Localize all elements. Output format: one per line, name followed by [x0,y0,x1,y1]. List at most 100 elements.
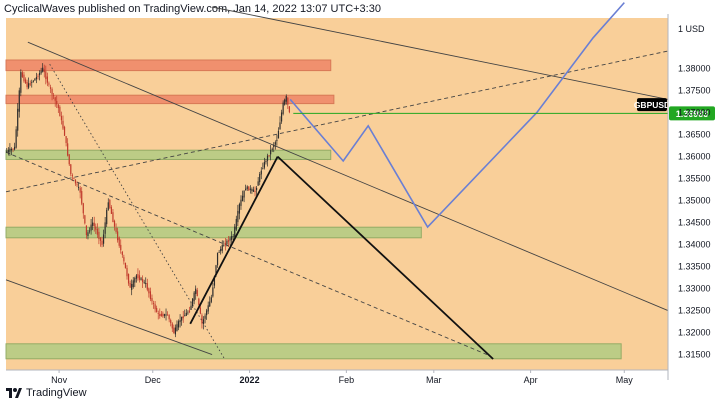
time-tick-label-0: Nov [51,375,68,385]
price-axis-unit-label: 1 USD [678,24,705,34]
candle-body-76 [124,262,127,269]
candle-body-142 [227,240,230,242]
candle-body-163 [260,170,262,175]
top-descending-line [212,6,669,100]
candle-body-101 [163,314,166,316]
candle-body-161 [257,181,259,186]
candle-body-17 [32,80,34,82]
footer[interactable]: TradingView [6,385,87,401]
candle-body-7 [17,108,19,131]
candle-body-22 [40,70,42,74]
candle-body-64 [106,210,108,225]
candle-body-12 [24,79,27,84]
price-tick-label-6: 1.35000 [678,196,711,206]
candle-body-138 [221,245,223,251]
current-price-label-bg [669,106,715,121]
candle-body-179 [285,96,287,102]
candle-body-177 [282,102,284,114]
candle-body-66 [109,199,111,208]
candle-body-74 [121,251,123,255]
candle-body-48 [81,191,83,204]
candle-body-109 [176,324,178,332]
dotted-drop-line [49,63,225,360]
candle-body-34 [59,106,61,117]
candle-body-120 [193,292,195,302]
candle-body-151 [241,195,244,201]
candle-body-173 [276,139,278,142]
candle-body-153 [245,188,247,191]
footer-brand: TradingView [26,387,87,399]
price-tick-label-4: 1.36000 [678,152,711,162]
price-tick-label-7: 1.34500 [678,218,711,228]
candle-body-71 [117,231,119,241]
candle-body-99 [160,313,162,317]
candle-body-100 [162,313,164,317]
symbol-label: GBPUSD [634,100,670,110]
candle-body-83 [135,275,137,279]
price-tick-label-1: 1.37500 [678,86,711,96]
candle-body-148 [237,210,239,223]
candle-body-47 [79,188,81,193]
candle-body-54 [90,224,92,231]
candle-body-156 [249,188,251,190]
candle-body-43 [73,178,75,180]
candle-body-112 [181,316,183,321]
candle-body-25 [45,71,47,80]
candle-body-26 [46,76,48,83]
candle-body-95 [154,304,156,310]
candle-body-39 [67,143,69,156]
candle-body-130 [209,301,211,307]
candle-body-59 [98,231,100,239]
tradingview-logo-icon [6,388,22,398]
candle-body-150 [240,199,242,206]
axes-layer: 1 USD 1.38000 1.37500 1.37000 1.36500 1.36000… [6,14,711,385]
candle-body-41 [70,164,72,175]
candle-body-154 [246,186,248,190]
candle-body-121 [195,288,197,294]
time-tick-label-2: 2022 [240,375,260,385]
candle-body-115 [185,312,187,316]
candle-body-171 [273,145,275,148]
candle-body-67 [110,207,112,214]
candle-body-172 [274,142,276,145]
candle-body-80 [131,283,133,290]
candle-body-98 [159,314,161,316]
candle-body-96 [156,308,158,313]
channel-upper-line [27,41,669,312]
candle-body-51 [85,225,88,236]
candle-body-69 [113,220,116,227]
candle-body-10 [21,72,23,77]
candle-body-111 [179,320,181,323]
candle-body-169 [270,150,272,155]
time-tick-label-5: Apr [524,375,538,385]
candle-body-50 [84,215,86,224]
candle-body-6 [15,129,17,148]
candle-body-87 [142,279,144,283]
resistance-zone-lower [5,94,335,105]
candle-body-125 [201,315,203,324]
candle-body-30 [53,95,55,97]
price-tick-label-0: 1.38000 [678,64,711,74]
time-tick-label-1: Dec [145,375,162,385]
candle-body-141 [226,240,228,245]
support-zone-lower [5,343,622,360]
candle-body-77 [126,267,128,277]
candle-body-164 [262,168,264,169]
candle-body-134 [215,265,217,275]
impulse-layer [189,155,494,360]
candle-body-78 [127,273,130,284]
candle-body-180 [287,97,289,105]
candle-body-2 [9,148,11,153]
candle-body-124 [199,307,201,314]
candle-body-133 [213,276,216,286]
candle-body-89 [145,283,147,284]
candle-body-174 [277,130,280,139]
candle-body-127 [204,315,206,319]
candle-body-106 [171,323,173,329]
candle-body-86 [140,278,142,280]
candle-body-0 [6,151,8,153]
candle-body-73 [120,244,122,251]
candle-body-90 [146,283,148,290]
